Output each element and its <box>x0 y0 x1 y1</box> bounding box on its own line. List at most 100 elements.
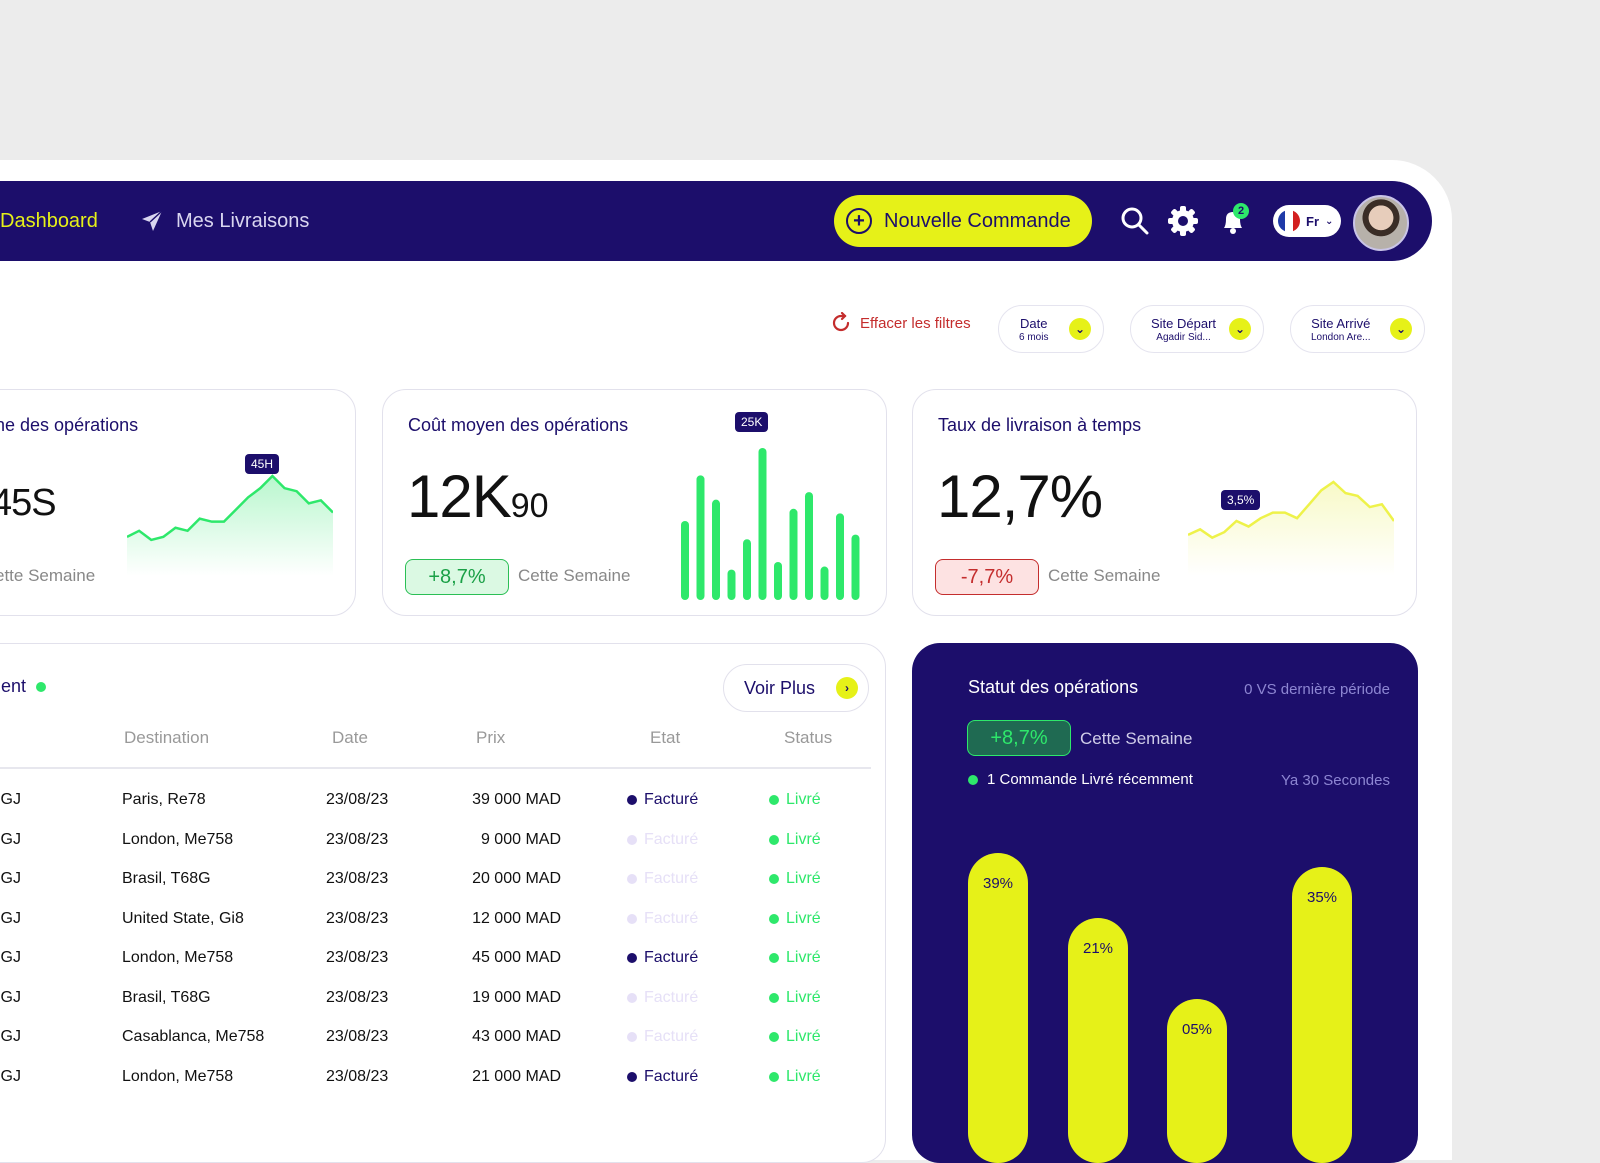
row-id: BBBHGJ <box>0 909 21 927</box>
chevron-right-icon: › <box>836 677 858 699</box>
recent-orders-card: ent Voir Plus › Destination Date Prix Et… <box>0 643 886 1163</box>
etat-dot <box>627 874 637 884</box>
recent-orders-title-text: ent <box>1 676 27 696</box>
status-dot <box>769 1032 779 1042</box>
row-status: Livré <box>769 1028 821 1046</box>
new-order-label: Nouvelle Commande <box>884 209 1071 232</box>
cout-bar <box>820 566 829 600</box>
settings-button[interactable] <box>1165 203 1201 239</box>
status-label: Livré <box>786 1028 821 1045</box>
row-destination: Brasil, T68G <box>122 870 211 887</box>
row-etat: Facturé <box>627 989 698 1007</box>
nav-dashboard-label: Dashboard <box>0 209 98 232</box>
row-status: Livré <box>769 1068 821 1086</box>
row-id: BBBHGJ <box>0 870 21 887</box>
status-capsule-label: 35% <box>1306 889 1338 907</box>
etat-label: Facturé <box>644 988 699 1006</box>
kpi-cout-value-small: 90 <box>510 487 549 525</box>
search-button[interactable] <box>1117 203 1153 239</box>
status-label: Livré <box>786 949 821 966</box>
row-etat: Facturé <box>627 1068 698 1086</box>
chevron-down-icon: ⌄ <box>1229 318 1251 340</box>
filter-date[interactable]: Date 6 mois ⌄ <box>998 305 1104 353</box>
status-capsule: 35% <box>1292 867 1352 1163</box>
language-selector[interactable]: Fr ⌄ <box>1273 205 1341 237</box>
etat-dot <box>627 1032 637 1042</box>
row-etat: Facturé <box>627 791 698 809</box>
france-flag-icon <box>1278 210 1300 232</box>
row-status: Livré <box>769 949 821 967</box>
status-recent-time: Ya 30 Secondes <box>1281 772 1390 789</box>
filter-site-arrive-value: London Are... <box>1311 331 1371 343</box>
row-date: 23/08/23 <box>326 1067 389 1085</box>
status-capsule: 39% <box>968 853 1028 1163</box>
row-date: 23/08/23 <box>326 909 389 927</box>
recent-dot <box>968 774 978 785</box>
etat-dot <box>627 913 637 924</box>
plus-circle-icon: + <box>846 208 872 234</box>
row-status: Livré <box>769 791 821 809</box>
filter-site-arrive-title: Site Arrivé <box>1311 315 1371 331</box>
row-status: Livré <box>769 870 821 888</box>
row-etat: Facturé <box>627 949 698 967</box>
nav-dashboard[interactable]: Dashboard <box>0 181 98 261</box>
row-prix: 43 000 MAD <box>472 1028 561 1045</box>
etat-label: Facturé <box>644 830 699 848</box>
kpi-taux-value: 12,7% <box>937 463 1103 530</box>
status-capsule: 05% <box>1167 999 1227 1163</box>
row-id: BBBHGJ <box>0 949 21 966</box>
etat-label: Facturé <box>644 1067 699 1085</box>
status-dot <box>769 953 779 963</box>
user-avatar[interactable] <box>1353 195 1409 251</box>
row-destination: London, Me758 <box>122 830 234 848</box>
row-id: BBBHGJ <box>0 1067 21 1085</box>
cout-bar <box>805 492 813 600</box>
status-dot <box>769 874 779 884</box>
status-label: Livré <box>786 1067 821 1085</box>
etat-dot <box>627 1071 637 1082</box>
filter-date-title: Date <box>1019 315 1048 331</box>
gear-icon <box>1168 206 1198 236</box>
row-status: Livré <box>769 989 821 1007</box>
etat-label: Facturé <box>644 870 699 887</box>
status-title: Statut des opérations <box>968 677 1139 697</box>
row-status: Livré <box>769 910 821 928</box>
table-header-date: Date <box>332 728 368 747</box>
nav-livraisons-label: Mes Livraisons <box>176 209 310 232</box>
status-label: Livré <box>786 909 821 927</box>
row-date: 23/08/23 <box>326 830 389 848</box>
status-label: Livré <box>786 791 821 808</box>
row-etat: Facturé <box>627 910 698 928</box>
clear-filters-button[interactable]: Effacer les filtres <box>830 312 971 334</box>
kpi-cout-title: Coût moyen des opérations <box>408 415 629 435</box>
cout-bar <box>743 539 751 600</box>
nav-mes-livraisons[interactable]: Mes Livraisons <box>140 181 309 261</box>
etat-label: Facturé <box>644 1028 699 1045</box>
status-dot <box>769 1071 779 1082</box>
status-capsule-label: 21% <box>1082 939 1114 957</box>
filter-site-depart[interactable]: Site Départ Agadir Sid... ⌄ <box>1130 305 1264 353</box>
table-header-destination: Destination <box>124 728 210 747</box>
row-etat: Facturé <box>627 831 698 849</box>
new-order-button[interactable]: + Nouvelle Commande <box>834 195 1092 247</box>
status-dot <box>769 834 779 845</box>
row-prix: 20 000 MAD <box>472 870 561 887</box>
kpi-duree-subtitle: ette Semaine <box>0 566 96 585</box>
row-destination: Brasil, T68G <box>122 988 211 1006</box>
status-dot <box>769 992 779 1003</box>
kpi-taux-subtitle: Cette Semaine <box>1048 566 1161 585</box>
voir-plus-button[interactable]: Voir Plus › <box>723 664 869 712</box>
filter-site-depart-title: Site Départ <box>1151 315 1217 331</box>
row-id: BBBHGJ <box>0 791 21 808</box>
cout-bar-chart <box>681 448 860 600</box>
kpi-card-cout: Coût moyen des opérations 12K90 +8,7% Ce… <box>382 389 887 616</box>
filter-site-arrive[interactable]: Site Arrivé London Are... ⌄ <box>1290 305 1425 353</box>
status-dot <box>769 795 779 805</box>
notification-badge: 2 <box>1233 203 1249 219</box>
notifications-button[interactable]: 2 <box>1215 203 1251 239</box>
etat-label: Facturé <box>644 791 699 808</box>
row-id: BBBHGJ <box>0 830 21 848</box>
cout-bar <box>851 534 860 600</box>
table-header-divider <box>0 767 871 769</box>
recent-orders-title: ent <box>1 676 47 697</box>
